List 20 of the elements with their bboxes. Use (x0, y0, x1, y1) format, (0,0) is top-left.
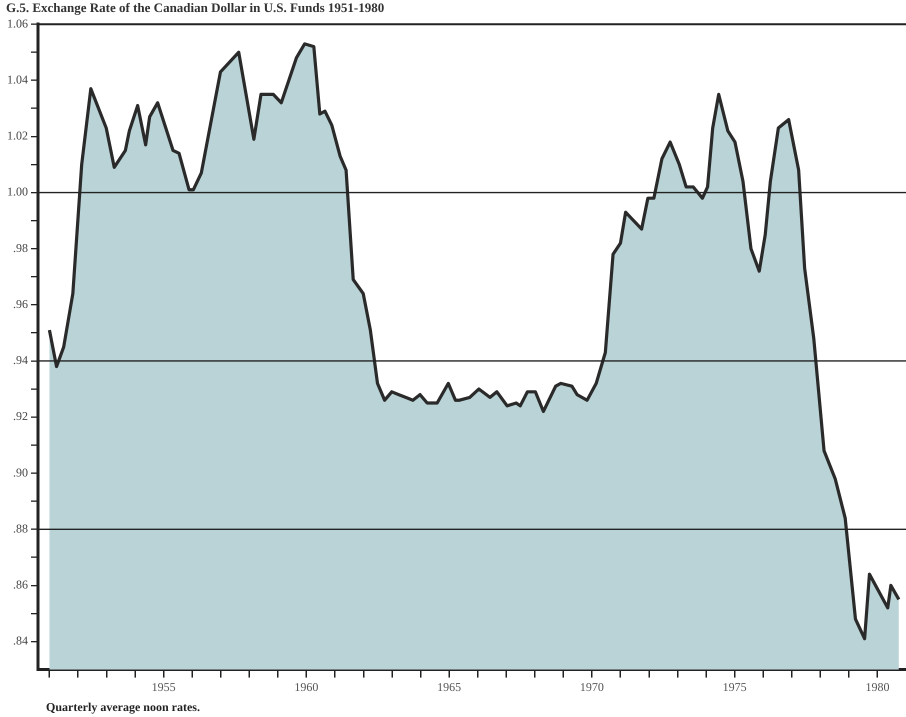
x-tick-label: 1965 (437, 680, 462, 694)
y-tick-label: .94 (13, 353, 28, 368)
chart-title: G.5. Exchange Rate of the Canadian Dollar in U.S. Funds 1951-1980 (6, 0, 384, 16)
y-tick-label: .92 (13, 409, 28, 424)
y-tick-label: .84 (13, 634, 28, 648)
y-tick-label: 1.02 (7, 128, 28, 143)
y-tick-label: .88 (13, 521, 28, 536)
y-tick-label: .98 (13, 240, 28, 255)
y-tick-label: .96 (13, 296, 28, 311)
y-tick-label: .86 (13, 578, 28, 592)
x-tick-label: 1975 (722, 680, 747, 694)
text: Quarterly average noon rates. (46, 700, 200, 715)
y-tick-label: 1.04 (7, 72, 28, 86)
y-tick-label: .90 (13, 465, 28, 480)
y-tick-label: 1.00 (7, 184, 28, 199)
x-tick-label: 1955 (152, 680, 176, 694)
x-tick-label: 1980 (865, 680, 890, 694)
x-tick-label: 1960 (294, 680, 318, 694)
x-tick-label: 1970 (580, 680, 604, 694)
y-tick-label: 1.06 (7, 16, 28, 30)
